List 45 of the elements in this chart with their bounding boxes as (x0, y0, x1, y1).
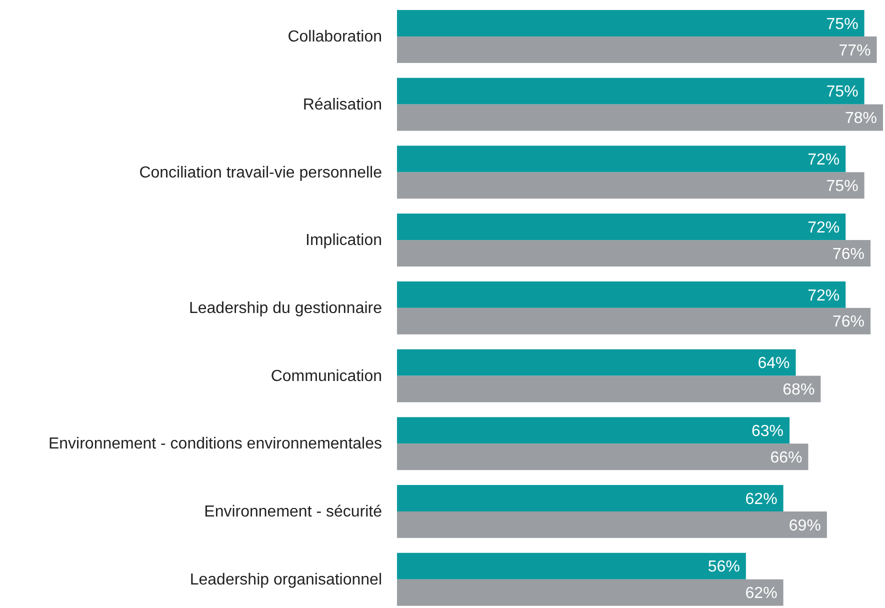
y-tick-label: Environnement - conditions environnementales (48, 436, 382, 453)
data-label: 75% (826, 16, 858, 33)
data-label: 72% (808, 152, 840, 169)
bar (397, 104, 883, 131)
bar (397, 308, 871, 334)
data-label: 62% (745, 585, 778, 602)
bar (397, 552, 746, 580)
bar (397, 417, 790, 444)
y-tick-label: Leadership du gestionnaire (188, 300, 382, 318)
bar (397, 349, 796, 376)
y-tick-label: Leadership organisationnel (190, 571, 382, 588)
bar (397, 146, 846, 172)
data-label: 68% (782, 382, 815, 399)
data-label: 69% (788, 517, 821, 534)
data-label: 75% (826, 84, 858, 101)
data-label: 72% (808, 219, 840, 236)
bar (397, 172, 864, 199)
data-label: 72% (808, 287, 840, 304)
y-tick-label: Implication (306, 232, 382, 250)
bar (397, 485, 784, 512)
data-label: 76% (832, 314, 865, 331)
bar (397, 10, 864, 36)
bar (397, 376, 821, 402)
bar (397, 579, 784, 606)
bar (397, 214, 846, 240)
bar (397, 511, 827, 538)
data-label: 78% (844, 110, 877, 128)
bar (397, 240, 871, 267)
data-label: 62% (745, 490, 778, 508)
y-tick-label: Communication (270, 368, 382, 385)
data-label: 76% (832, 246, 865, 263)
y-tick-label: Collaboration (288, 28, 382, 46)
data-label: 66% (770, 449, 802, 466)
data-label: 64% (758, 355, 790, 372)
bar (397, 444, 808, 470)
y-tick-label: Environnement - sécurité (204, 504, 382, 521)
data-label: 77% (838, 42, 871, 60)
y-tick-label: Réalisation (302, 96, 382, 114)
bar (397, 281, 846, 308)
data-label: 56% (708, 558, 740, 576)
data-label: 63% (752, 422, 784, 440)
bar (397, 78, 864, 104)
data-label: 75% (826, 178, 858, 196)
bar (397, 36, 877, 63)
y-tick-label: Conciliation travail-vie personnelle (139, 164, 382, 182)
